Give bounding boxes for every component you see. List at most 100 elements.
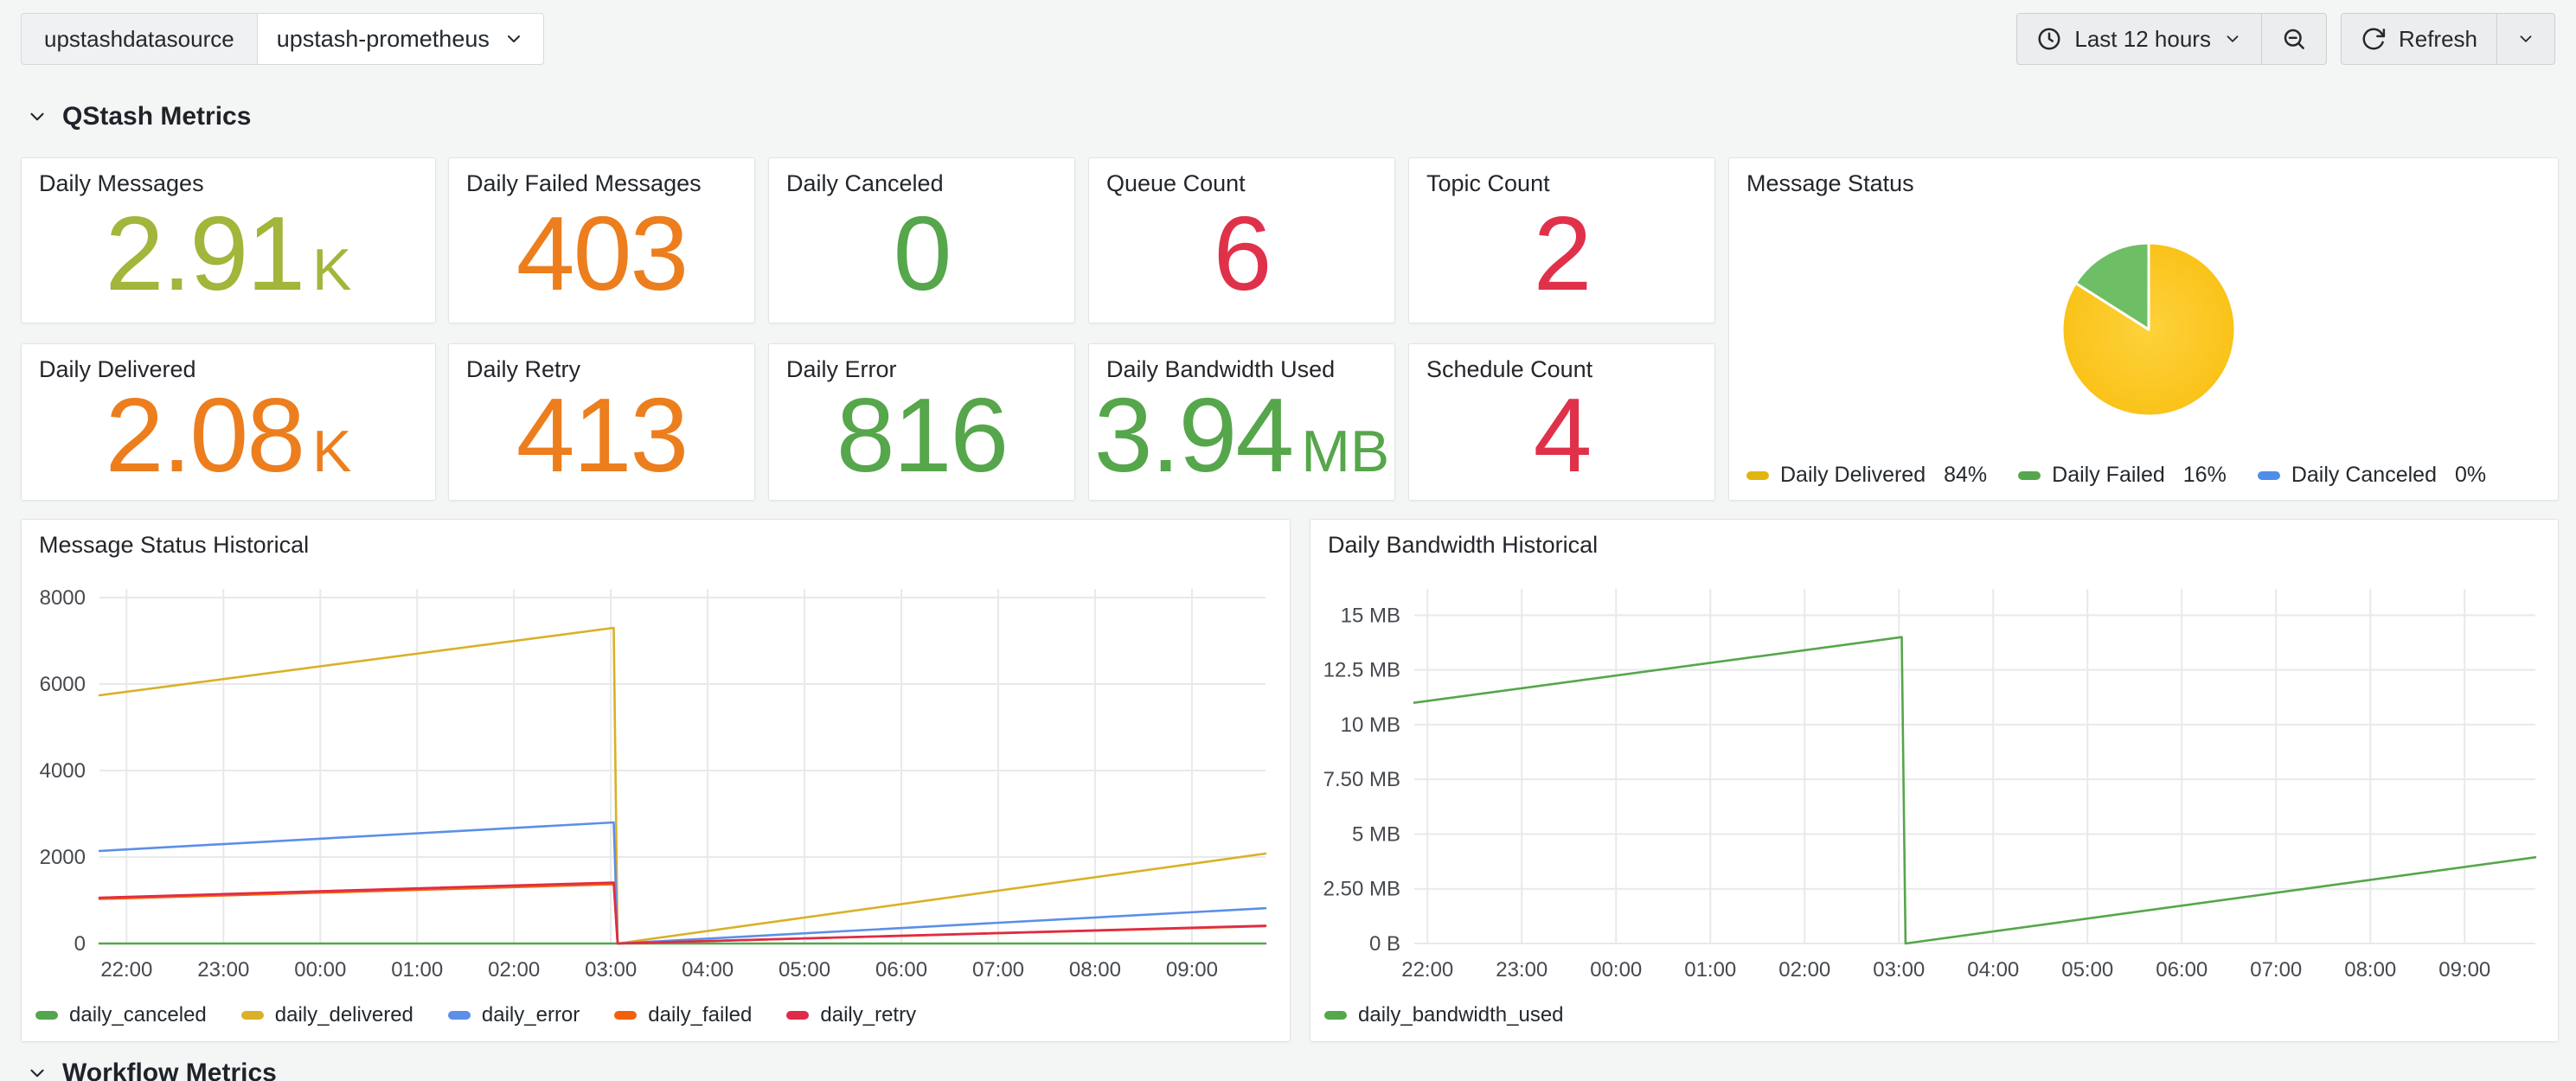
stat-value: 403 <box>516 195 689 312</box>
svg-text:06:00: 06:00 <box>875 958 927 982</box>
legend-label: daily_retry <box>820 1003 917 1027</box>
panel-title: Daily Bandwidth Used <box>1106 356 1336 382</box>
svg-text:8000: 8000 <box>40 586 86 610</box>
message-status-historical-panel: Message Status Historical 22:00 23:00 00:0… <box>21 519 1291 1042</box>
legend-swatch <box>1324 1011 1347 1020</box>
panel-title: Daily Retry <box>466 356 581 382</box>
panel-title: Message Status Historical <box>39 532 310 558</box>
stat-panel-schedule-count: Schedule Count 4 <box>1408 343 1715 501</box>
stat-value: 2.08 <box>105 376 305 494</box>
clock-icon <box>2038 28 2060 50</box>
time-range-picker-button[interactable]: Last 12 hours <box>2016 13 2262 65</box>
message-status-historical-chart[interactable]: 22:00 23:00 00:00 01:00 02:00 03:00 04:00 05:00… <box>22 520 1290 1041</box>
svg-text:03:00: 03:00 <box>1873 958 1925 982</box>
legend-item-daily-retry[interactable]: daily_retry <box>786 1003 916 1027</box>
zoom-out-time-button[interactable] <box>2261 13 2327 65</box>
legend-item-daily-canceled[interactable]: Daily Canceled 0% <box>2257 463 2487 488</box>
svg-text:06:00: 06:00 <box>2156 958 2208 982</box>
legend-percent: 0% <box>2454 463 2487 487</box>
message-status-pie-chart[interactable] <box>1729 158 2558 500</box>
svg-text:07:00: 07:00 <box>972 958 1024 982</box>
legend-swatch <box>614 1011 638 1020</box>
legend-swatch <box>2257 470 2280 480</box>
datasource-variable-label: upstashdatasource <box>21 13 258 65</box>
legend-label: Daily Canceled <box>2291 463 2437 487</box>
time-controls-group: Last 12 hours <box>2016 13 2327 65</box>
section-title: QStash Metrics <box>62 102 252 131</box>
stat-panel-daily-canceled: Daily Canceled 0 <box>768 157 1075 323</box>
stat-value: 3.94 <box>1093 376 1294 494</box>
stat-panel-daily-error: Daily Error 816 <box>768 343 1075 501</box>
panel-title: Topic Count <box>1426 170 1550 196</box>
legend-item-daily-failed[interactable]: daily_failed <box>614 1003 752 1027</box>
refresh-button-label: Refresh <box>2398 25 2477 52</box>
legend-label: Daily Delivered <box>1780 463 1926 487</box>
legend-swatch <box>786 1011 810 1020</box>
chevron-down-icon <box>2520 35 2532 42</box>
stat-value: 4 <box>1533 376 1592 494</box>
legend-item-daily-failed[interactable]: Daily Failed 16% <box>2018 463 2227 488</box>
daily-bandwidth-historical-chart[interactable]: 22:00 23:00 00:00 01:00 02:00 03:00 04:00 05:00… <box>1310 520 2558 1041</box>
stat-value: 2.91 <box>105 195 305 312</box>
legend-percent: 16% <box>2182 463 2227 487</box>
legend-swatch <box>240 1011 264 1020</box>
chart-legend: daily_canceled daily_delivered daily_error… <box>35 1003 916 1027</box>
svg-text:4000: 4000 <box>40 759 86 783</box>
svg-text:2.50 MB: 2.50 MB <box>1323 878 1400 901</box>
section-header-qstash-metrics[interactable]: QStash Metrics <box>26 102 251 131</box>
datasource-variable-selector: upstashdatasource upstash-prometheus <box>21 13 544 65</box>
svg-text:09:00: 09:00 <box>2438 958 2490 982</box>
svg-text:0 B: 0 B <box>1369 932 1400 956</box>
section-header-workflow-metrics[interactable]: Workflow Metrics <box>26 1059 277 1081</box>
legend-swatch <box>35 1011 58 1020</box>
pie-legend: Daily Delivered 84% Daily Failed 16% Daily C… <box>1746 463 2486 488</box>
svg-text:6000: 6000 <box>40 673 86 696</box>
legend-label: daily_delivered <box>274 1003 413 1027</box>
svg-text:7.50 MB: 7.50 MB <box>1323 768 1400 791</box>
time-range-label: Last 12 hours <box>2074 25 2211 52</box>
legend-item-daily-delivered[interactable]: daily_delivered <box>240 1003 413 1027</box>
svg-text:01:00: 01:00 <box>391 958 443 982</box>
panel-title: Daily Failed Messages <box>466 170 702 196</box>
stat-value: 6 <box>1213 195 1272 312</box>
refresh-button[interactable]: Refresh <box>2340 13 2497 65</box>
svg-text:23:00: 23:00 <box>1496 958 1548 982</box>
panel-title: Message Status <box>1746 170 1914 196</box>
legend-item-daily-delivered[interactable]: Daily Delivered 84% <box>1746 463 1987 488</box>
svg-text:01:00: 01:00 <box>1684 958 1736 982</box>
refresh-interval-dropdown-button[interactable] <box>2497 13 2555 65</box>
chevron-down-icon <box>2227 35 2239 42</box>
dashboard-toolbar: upstashdatasource upstash-prometheus Las… <box>21 12 2555 66</box>
zoom-out-icon <box>2284 29 2304 49</box>
svg-text:03:00: 03:00 <box>585 958 637 982</box>
stat-unit: K <box>312 419 352 484</box>
panel-title: Daily Error <box>786 356 897 382</box>
svg-text:22:00: 22:00 <box>1401 958 1453 982</box>
panel-title: Daily Bandwidth Historical <box>1328 532 1599 558</box>
svg-text:02:00: 02:00 <box>1778 958 1830 982</box>
svg-text:15 MB: 15 MB <box>1341 604 1400 627</box>
stat-panel-daily-bandwidth-used: Daily Bandwidth Used 3.94 MB <box>1088 343 1395 501</box>
stat-panel-queue-count: Queue Count 6 <box>1088 157 1395 323</box>
chart-legend: daily_bandwidth_used <box>1324 1003 1564 1027</box>
svg-text:05:00: 05:00 <box>2061 958 2113 982</box>
stat-panel-topic-count: Topic Count 2 <box>1408 157 1715 323</box>
svg-text:0: 0 <box>74 932 86 956</box>
legend-label: daily_canceled <box>69 1003 207 1027</box>
svg-text:08:00: 08:00 <box>2344 958 2396 982</box>
chevron-down-icon <box>507 35 520 42</box>
svg-text:23:00: 23:00 <box>197 958 249 982</box>
legend-item-daily-error[interactable]: daily_error <box>447 1003 580 1027</box>
legend-item-daily-bandwidth-used[interactable]: daily_bandwidth_used <box>1324 1003 1564 1027</box>
stat-unit: K <box>312 237 352 303</box>
datasource-variable-dropdown[interactable]: upstash-prometheus <box>257 13 544 65</box>
svg-text:00:00: 00:00 <box>294 958 346 982</box>
svg-text:04:00: 04:00 <box>682 958 734 982</box>
legend-item-daily-canceled[interactable]: daily_canceled <box>35 1003 207 1027</box>
svg-text:09:00: 09:00 <box>1166 958 1218 982</box>
stat-panel-daily-retry: Daily Retry 413 <box>448 343 755 501</box>
legend-percent: 84% <box>1944 463 1988 487</box>
svg-text:05:00: 05:00 <box>779 958 830 982</box>
legend-swatch <box>1746 470 1769 480</box>
